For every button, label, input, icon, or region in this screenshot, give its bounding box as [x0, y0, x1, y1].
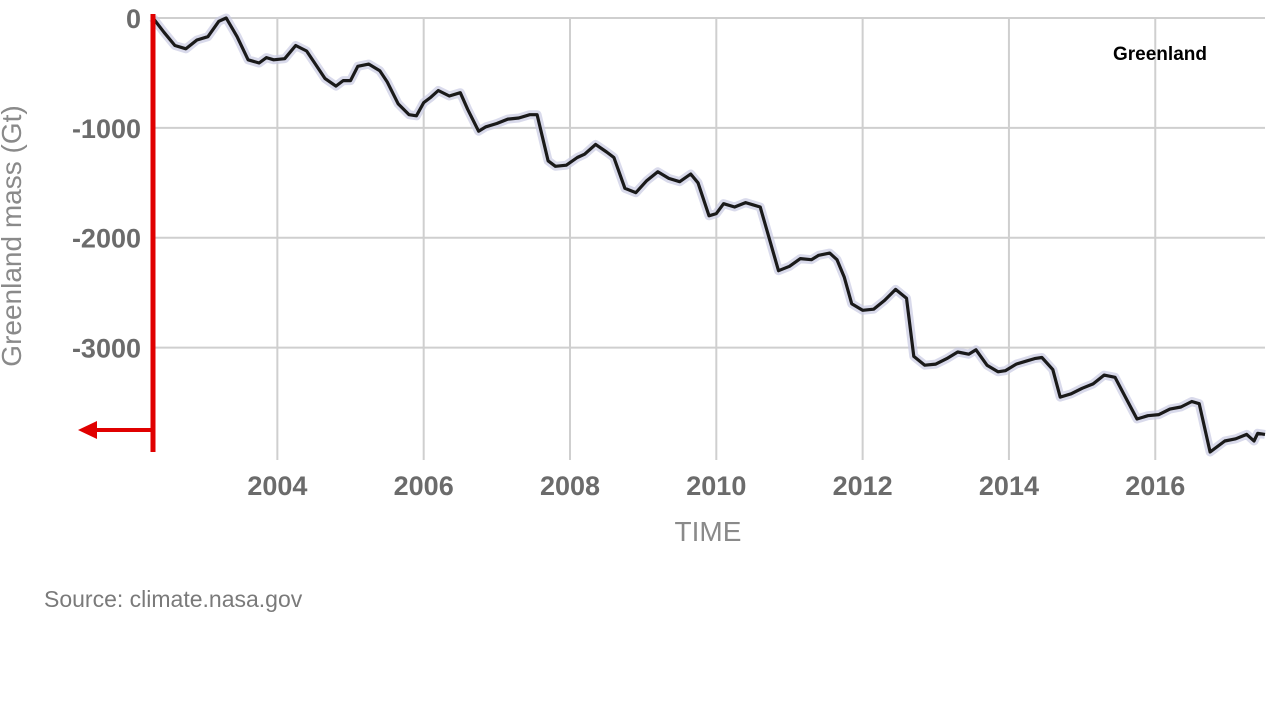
x-tick-label: 2010	[686, 471, 746, 501]
uncertainty-band	[149, 13, 1266, 457]
chart-title: Greenland	[1113, 44, 1207, 65]
x-tick-label: 2006	[394, 471, 454, 501]
y-tick-labels: 0 -1000 -2000 -3000	[72, 4, 141, 364]
y-tick-label: 0	[126, 4, 141, 34]
x-tick-label: 2016	[1125, 471, 1185, 501]
red-arrow-head	[78, 421, 97, 439]
x-axis-title: TIME	[675, 516, 742, 547]
x-tick-label: 2014	[979, 471, 1039, 501]
y-axis-title: Greenland mass (Gt)	[0, 105, 27, 366]
y-tick-label: -3000	[72, 334, 141, 364]
x-tick-label: 2004	[247, 471, 307, 501]
x-tick-labels: 2004 2006 2008 2010 2012 2014 2016	[247, 471, 1185, 501]
x-tick-label: 2008	[540, 471, 600, 501]
x-tick-label: 2012	[833, 471, 893, 501]
y-tick-label: -2000	[72, 224, 141, 254]
grid	[153, 17, 1265, 460]
red-annotation	[78, 14, 156, 452]
y-tick-label: -1000	[72, 114, 141, 144]
greenland-mass-line	[151, 16, 1266, 454]
source-note: Source: climate.nasa.gov	[44, 586, 303, 612]
